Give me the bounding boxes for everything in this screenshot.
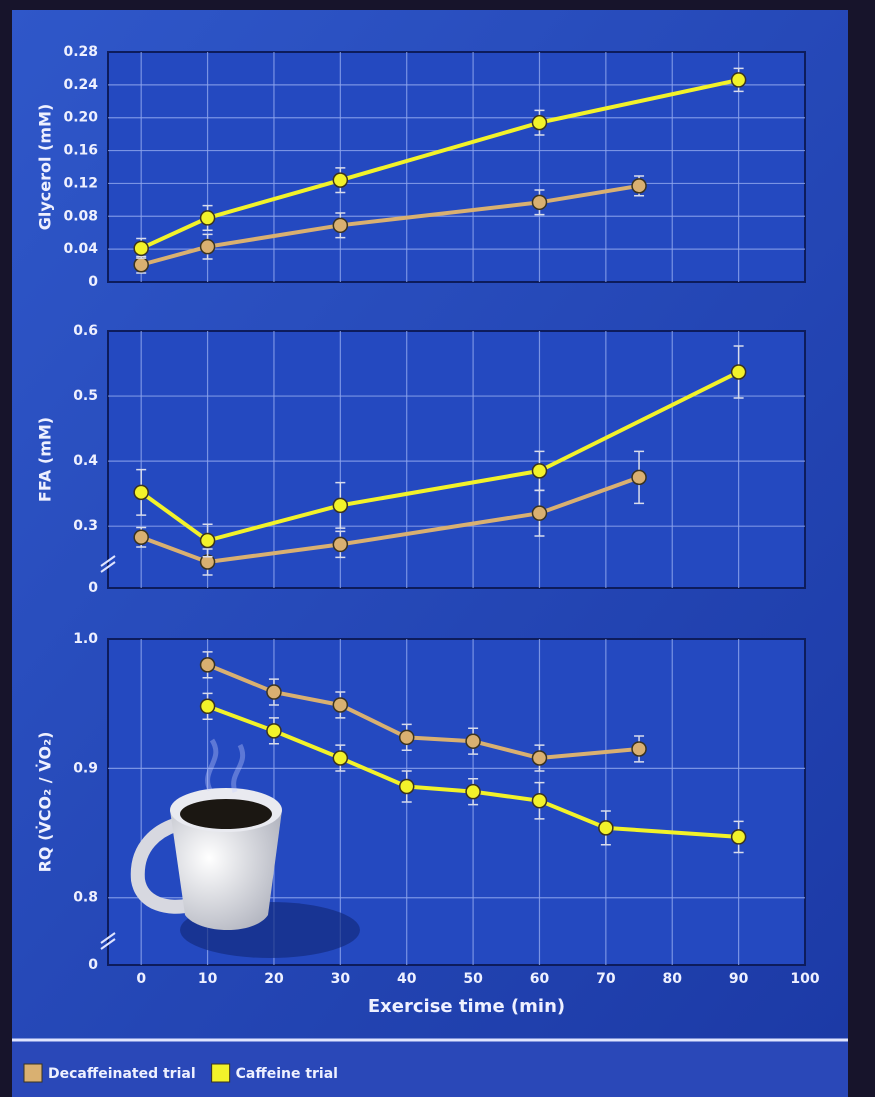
y-tick-label: 0.12 xyxy=(63,175,98,191)
y-tick-label: 0.24 xyxy=(63,77,98,93)
data-point xyxy=(332,217,349,234)
data-point xyxy=(531,463,548,479)
x-tick-label: 50 xyxy=(463,971,483,987)
y-tick-label: 1.0 xyxy=(73,631,98,647)
y-tick-label: 0.08 xyxy=(63,208,98,224)
x-axis-label: Exercise time (min) xyxy=(368,996,565,1017)
y-axis-label: Glycerol (mM) xyxy=(36,104,55,231)
data-point xyxy=(631,469,647,486)
data-point xyxy=(133,257,149,273)
data-point xyxy=(332,697,349,713)
y-tick-label: 0.3 xyxy=(73,518,98,534)
data-point xyxy=(266,684,282,700)
x-tick-label: 60 xyxy=(530,971,550,987)
axis-break xyxy=(100,555,116,573)
data-point xyxy=(531,792,548,809)
y-tick-label: 0.9 xyxy=(73,760,98,776)
data-point xyxy=(332,497,349,514)
data-point xyxy=(332,750,349,766)
y-axis-label: RQ (V̇CO₂ / V̇O₂) xyxy=(36,732,55,873)
x-tick-label: 70 xyxy=(596,971,616,987)
x-tick-label: 90 xyxy=(729,971,749,987)
legend-label: Caffeine trial xyxy=(236,1066,338,1082)
data-point xyxy=(199,210,216,226)
x-tick-label: 20 xyxy=(264,971,284,987)
data-point xyxy=(199,238,216,255)
data-point xyxy=(730,364,747,380)
data-point xyxy=(199,532,216,549)
legend-background xyxy=(12,1040,848,1097)
data-point xyxy=(631,741,647,757)
data-point xyxy=(598,820,614,836)
plot xyxy=(107,330,806,589)
data-point xyxy=(531,505,548,521)
data-point xyxy=(332,536,349,553)
data-point xyxy=(133,529,149,546)
data-point xyxy=(133,240,149,257)
y-tick-label: 0.20 xyxy=(63,110,98,126)
x-tick-label: 80 xyxy=(662,971,682,987)
plot-area xyxy=(107,330,806,589)
legend-swatch xyxy=(23,1063,43,1083)
coffee-cup xyxy=(130,738,360,958)
data-point xyxy=(730,829,747,845)
axis-break xyxy=(100,932,116,950)
data-point xyxy=(398,778,415,795)
data-point xyxy=(199,657,216,673)
y-tick-label: 0 xyxy=(88,274,98,290)
data-point xyxy=(631,178,647,194)
legend-label: Decaffeinated trial xyxy=(48,1066,196,1082)
x-tick-label: 100 xyxy=(790,971,819,987)
data-point xyxy=(199,698,216,715)
series-line xyxy=(206,704,739,839)
y-tick-label: 0.04 xyxy=(63,241,98,257)
y-tick-label: 0.4 xyxy=(73,453,98,469)
x-tick-label: 0 xyxy=(136,971,146,987)
x-tick-label: 40 xyxy=(397,971,417,987)
y-axis-label: FFA (mM) xyxy=(36,417,55,502)
data-point xyxy=(531,194,548,211)
data-point xyxy=(531,114,548,131)
y-tick-label: 0.28 xyxy=(63,44,98,60)
data-point xyxy=(266,723,282,739)
y-tick-label: 0.16 xyxy=(63,143,98,159)
y-tick-label: 0 xyxy=(88,957,98,973)
y-tick-label: 0 xyxy=(88,580,98,596)
x-tick-label: 30 xyxy=(331,971,351,987)
data-point xyxy=(465,733,481,749)
data-point xyxy=(332,172,349,188)
data-point xyxy=(730,72,747,88)
y-tick-label: 0.6 xyxy=(73,323,98,339)
y-tick-label: 0.5 xyxy=(73,388,98,404)
x-tick-label: 10 xyxy=(198,971,218,987)
y-tick-label: 0.8 xyxy=(73,890,98,906)
data-point xyxy=(133,484,149,501)
data-point xyxy=(398,729,415,746)
legend-swatch xyxy=(211,1063,231,1083)
data-point xyxy=(465,783,481,800)
data-point xyxy=(531,750,548,766)
